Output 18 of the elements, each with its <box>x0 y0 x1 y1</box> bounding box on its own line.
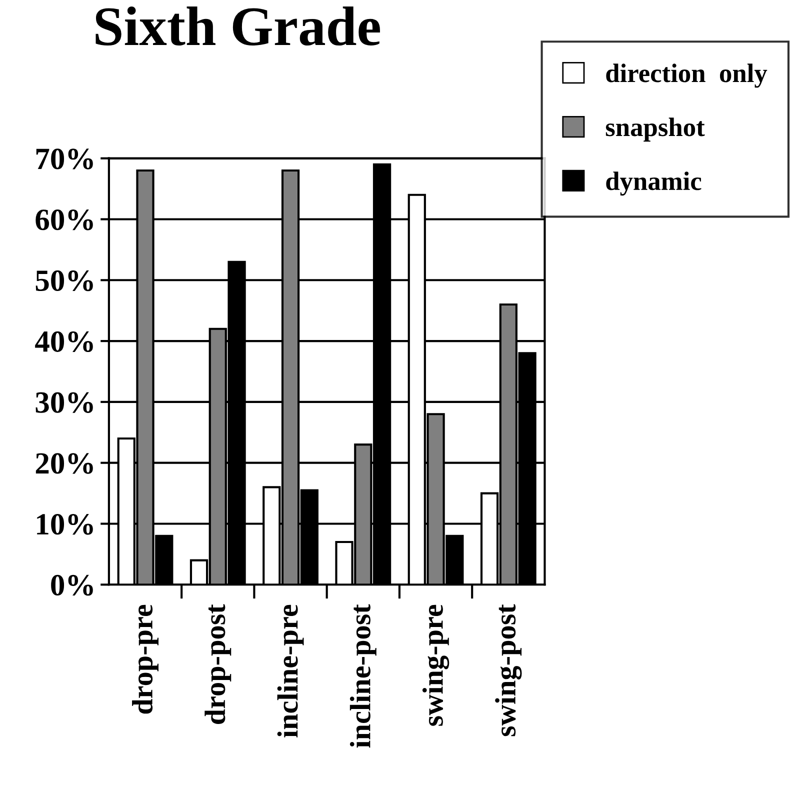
x-tick-label: drop-post <box>204 604 232 724</box>
y-tick-label: 50% <box>36 270 93 292</box>
x-tick-label: incline-post <box>350 604 376 748</box>
y-tick-label: 70% <box>36 148 93 170</box>
y-tick-label: 10% <box>37 514 93 535</box>
y-tick-label: 0% <box>51 574 93 596</box>
x-tick-label: drop-pre <box>132 604 158 714</box>
x-tick-label: swing-post <box>495 604 522 736</box>
chart-title: Sixth Grade <box>96 6 380 46</box>
x-tick-label: swing-pre <box>422 604 450 726</box>
y-tick-label: 20% <box>36 453 93 474</box>
y-tick-label: 40% <box>35 331 93 352</box>
legend-label: dynamic <box>606 172 702 196</box>
y-tick-label: 60% <box>36 210 93 230</box>
x-tick-label: incline-pre <box>277 604 304 738</box>
legend-label: snapshot <box>606 118 705 142</box>
legend-label: direction only <box>606 64 768 88</box>
y-tick-label: 30% <box>36 392 93 413</box>
